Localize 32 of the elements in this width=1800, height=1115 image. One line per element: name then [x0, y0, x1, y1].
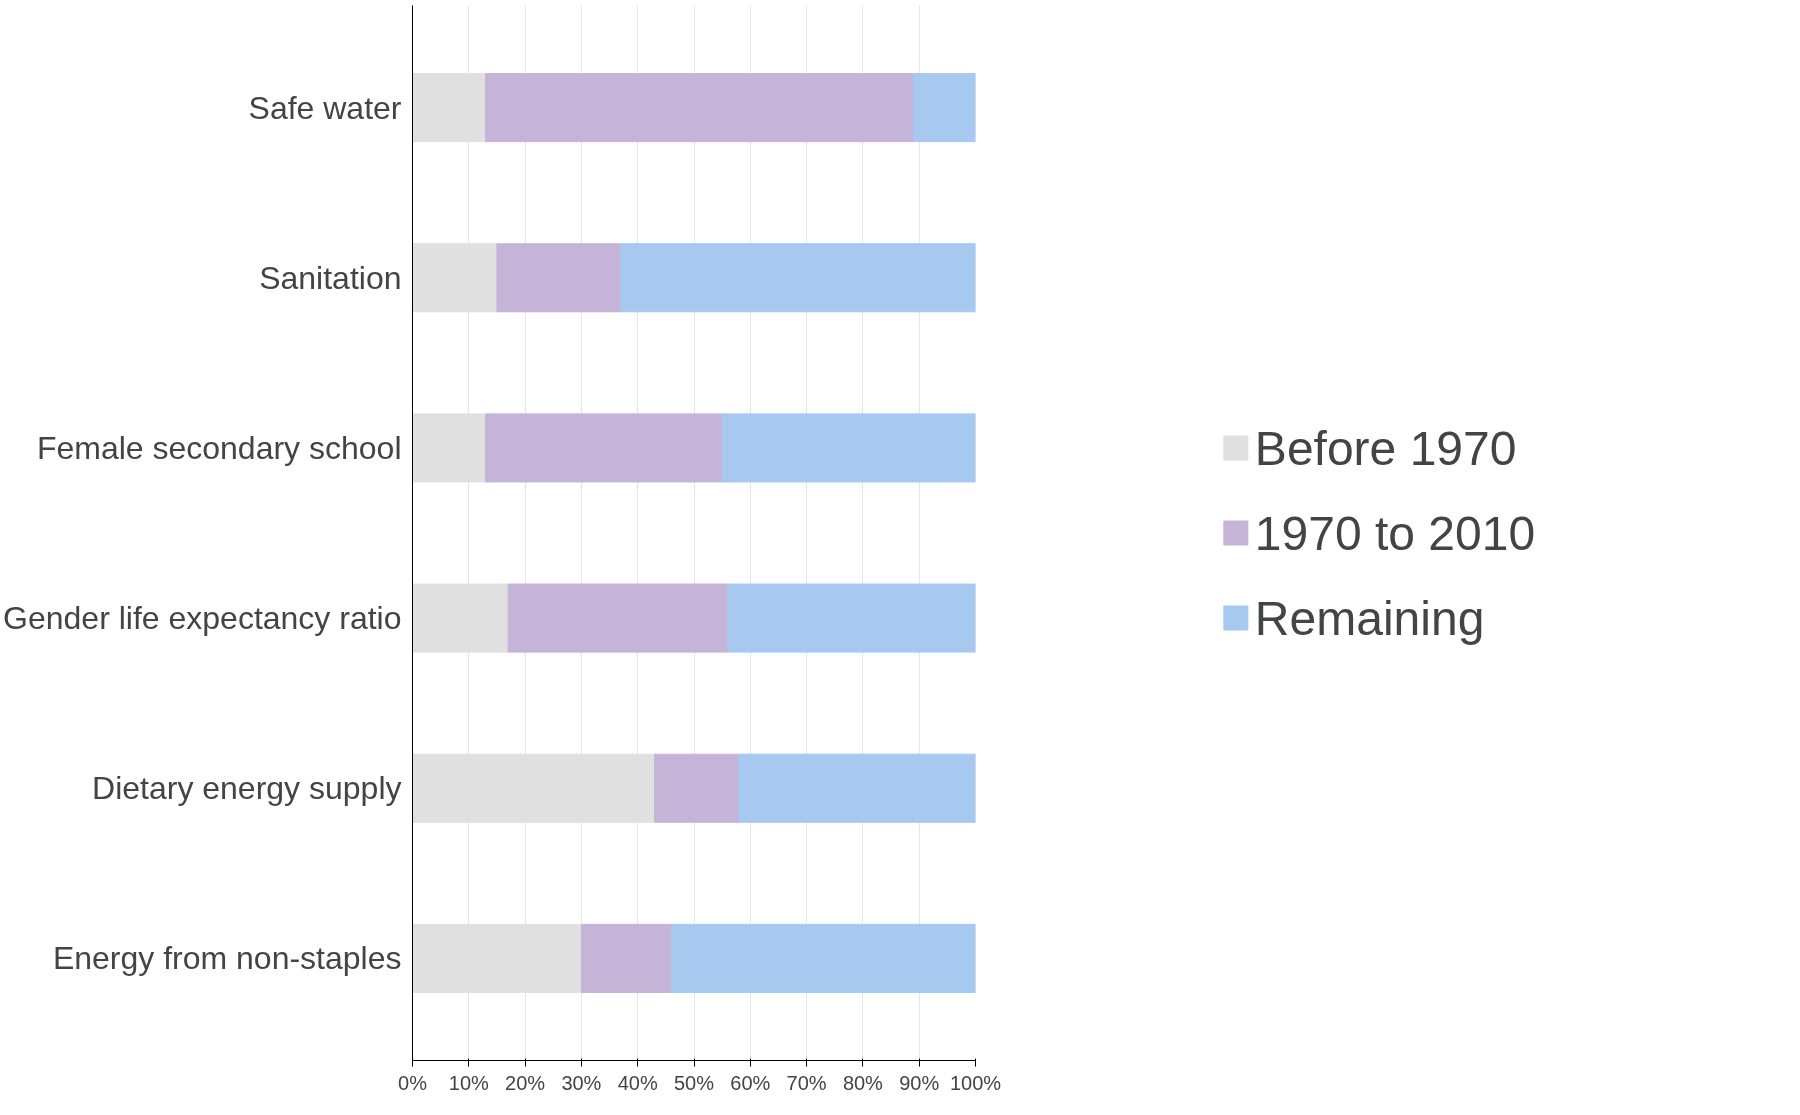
x-tick-label: 0%	[398, 1071, 428, 1094]
bar	[654, 753, 740, 823]
y-tick-label: Sanitation	[259, 259, 402, 296]
x-tick-label: 80%	[842, 1071, 884, 1094]
bar	[507, 583, 729, 653]
x-tick-label: 30%	[561, 1071, 602, 1094]
bar	[721, 413, 976, 483]
bar	[580, 923, 672, 993]
x-tick-label: 10%	[448, 1071, 490, 1094]
y-tick-label: Female secondary school	[36, 429, 402, 466]
bar	[496, 243, 622, 313]
legend-label: 1970 to 2010	[1254, 505, 1536, 560]
x-tick-label: 70%	[786, 1071, 827, 1094]
bar	[485, 413, 723, 483]
bar	[727, 583, 976, 653]
bar	[620, 243, 976, 313]
bar	[485, 73, 915, 143]
x-tick-label: 90%	[899, 1071, 940, 1094]
x-tick-label: 60%	[730, 1071, 771, 1094]
y-tick-label: Dietary energy supply	[92, 770, 402, 807]
y-tick-label: Energy from non-staples	[52, 940, 402, 977]
y-tick-label: Safe water	[248, 89, 402, 126]
x-tick-label: 50%	[673, 1071, 715, 1094]
bar	[738, 753, 976, 823]
legend-label: Before 1970	[1254, 420, 1517, 475]
x-tick-label: 100%	[949, 1071, 1002, 1094]
x-tick-label: 20%	[505, 1071, 546, 1094]
y-tick-label: Gender life expectancy ratio	[3, 600, 402, 637]
bar	[670, 923, 976, 993]
legend-label: Remaining	[1254, 590, 1485, 645]
x-tick-label: 40%	[617, 1071, 658, 1094]
bar	[913, 73, 976, 143]
